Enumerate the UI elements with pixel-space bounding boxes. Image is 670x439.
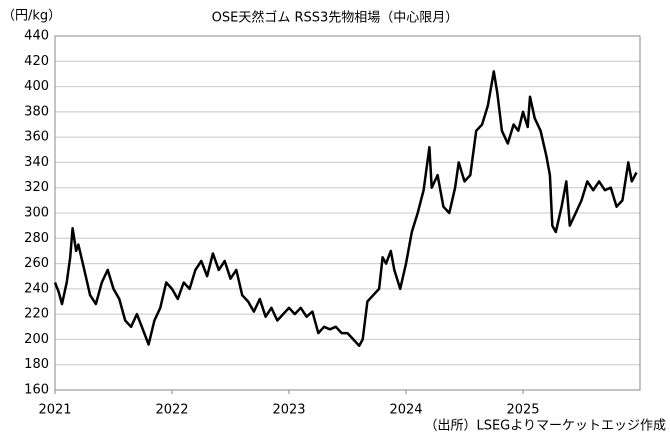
source-note: （出所）LSEGよりマーケットエッジ作成	[424, 419, 666, 434]
y-tick-label: 280	[24, 231, 49, 246]
plot-border	[54, 35, 641, 391]
y-tick-label: 420	[24, 54, 49, 69]
y-tick-label: 260	[24, 256, 49, 271]
y-tick-label: 400	[24, 79, 49, 94]
y-tick-label: 240	[24, 281, 49, 296]
x-tick-label: 2024	[389, 403, 422, 418]
y-tick-label: 320	[24, 180, 49, 195]
y-tick-label: 220	[24, 307, 49, 322]
y-tick-label: 300	[24, 206, 49, 221]
x-tick-label: 2022	[155, 403, 188, 418]
x-tick-label: 2025	[506, 403, 539, 418]
y-axis-label: （円/kg）	[2, 9, 61, 24]
y-tick-label: 360	[24, 130, 49, 145]
y-tick-label: 160	[24, 383, 49, 398]
x-tick-label: 2023	[272, 403, 305, 418]
chart-title: OSE天然ゴム RSS3先物相場（中心限月）	[212, 10, 459, 26]
y-tick-label: 440	[24, 29, 49, 44]
y-tick-label: 180	[24, 357, 49, 372]
y-tick-label: 340	[24, 155, 49, 170]
y-tick-label: 380	[24, 104, 49, 119]
price-line	[53, 70, 638, 348]
x-tick-label: 2021	[38, 403, 71, 418]
y-tick-label: 200	[24, 332, 49, 347]
